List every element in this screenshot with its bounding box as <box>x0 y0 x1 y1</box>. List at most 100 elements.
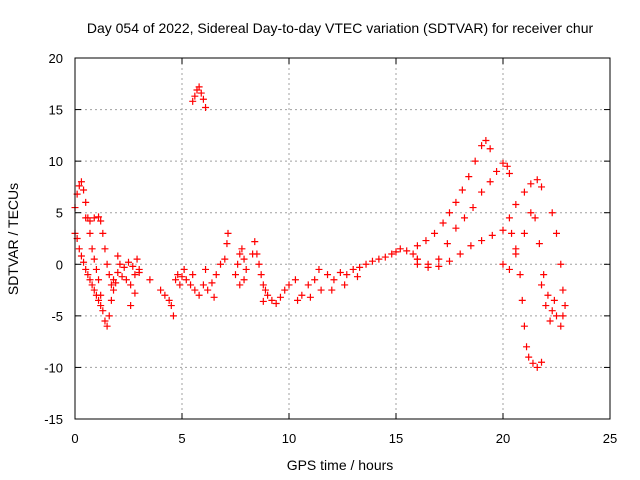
data-point <box>486 178 494 186</box>
series-evening-oscillation <box>499 209 569 330</box>
data-point <box>349 265 357 273</box>
data-point <box>460 214 468 222</box>
data-point <box>135 269 143 277</box>
series-early-decay-b <box>71 229 105 310</box>
data-point <box>264 291 272 299</box>
data-points <box>71 83 569 371</box>
data-point <box>311 276 319 284</box>
data-point <box>529 359 537 367</box>
data-point <box>505 214 513 222</box>
data-point <box>413 260 421 268</box>
data-point <box>197 89 205 97</box>
data-point <box>259 297 267 305</box>
axis-ticks: 0 5 10 15 20 25 -15 -10 -5 0 5 10 15 20 <box>44 51 617 446</box>
data-point <box>471 157 479 165</box>
data-point <box>236 250 244 258</box>
data-point <box>238 245 246 253</box>
data-point <box>505 170 513 178</box>
data-point <box>88 281 96 289</box>
series-afternoon-track-a <box>413 137 494 250</box>
series-midday-rise <box>285 245 421 304</box>
data-point <box>92 265 100 273</box>
data-point <box>255 260 263 268</box>
data-point <box>77 252 85 260</box>
series-early-tail <box>114 252 143 310</box>
data-point <box>486 145 494 153</box>
data-point <box>546 317 554 325</box>
data-point <box>512 250 520 258</box>
data-point <box>527 180 535 188</box>
data-point <box>77 178 85 186</box>
data-point <box>533 363 541 371</box>
data-point <box>465 173 473 181</box>
data-point <box>285 281 293 289</box>
data-point <box>362 260 370 268</box>
data-point <box>97 302 105 310</box>
data-point <box>294 296 302 304</box>
data-point <box>82 198 90 206</box>
data-point <box>516 271 524 279</box>
data-point <box>403 247 411 255</box>
data-point <box>210 293 218 301</box>
data-point <box>557 260 565 268</box>
data-point <box>122 276 130 284</box>
data-point <box>204 286 212 294</box>
x-tick-label: 20 <box>496 431 510 446</box>
data-point <box>435 262 443 270</box>
data-point <box>413 242 421 250</box>
data-point <box>518 296 526 304</box>
data-point <box>550 296 558 304</box>
data-point <box>527 209 535 217</box>
data-point <box>82 214 90 222</box>
data-point <box>328 286 336 294</box>
data-point <box>520 188 528 196</box>
data-point <box>80 186 88 194</box>
data-point <box>523 343 531 351</box>
data-point <box>240 276 248 284</box>
data-point <box>482 137 490 145</box>
data-point <box>538 281 546 289</box>
data-point <box>538 183 546 191</box>
y-tick-label: 15 <box>49 103 63 118</box>
series-spike-near-6h <box>189 83 210 112</box>
data-point <box>199 95 207 103</box>
data-point <box>157 286 165 294</box>
data-point <box>202 265 210 273</box>
data-point <box>127 302 135 310</box>
data-point <box>336 269 344 277</box>
plot-frame <box>74 57 611 420</box>
data-point <box>533 176 541 184</box>
data-point <box>95 213 103 221</box>
data-point <box>306 293 314 301</box>
x-tick-label: 25 <box>603 431 617 446</box>
data-point <box>131 271 139 279</box>
data-point <box>458 186 466 194</box>
data-point <box>80 258 88 266</box>
data-point <box>435 255 443 263</box>
data-point <box>330 276 338 284</box>
data-point <box>431 229 439 237</box>
y-tick-label: 10 <box>49 154 63 169</box>
data-point <box>208 279 216 287</box>
data-point <box>452 224 460 232</box>
data-point <box>97 217 105 225</box>
y-axis-label: SDTVAR / TECUs <box>5 183 21 295</box>
data-point <box>75 245 83 253</box>
grid-lines <box>75 58 610 419</box>
x-tick-label: 15 <box>389 431 403 446</box>
data-point <box>182 276 190 284</box>
data-point <box>452 198 460 206</box>
data-point <box>381 253 389 261</box>
data-point <box>116 260 124 268</box>
data-point <box>103 322 111 330</box>
data-point <box>189 97 197 105</box>
data-point <box>90 255 98 263</box>
data-point <box>268 296 276 304</box>
data-point <box>304 281 312 289</box>
data-point <box>388 250 396 258</box>
data-point <box>341 281 349 289</box>
data-point <box>180 265 188 273</box>
data-point <box>195 291 203 299</box>
data-point <box>161 291 169 299</box>
